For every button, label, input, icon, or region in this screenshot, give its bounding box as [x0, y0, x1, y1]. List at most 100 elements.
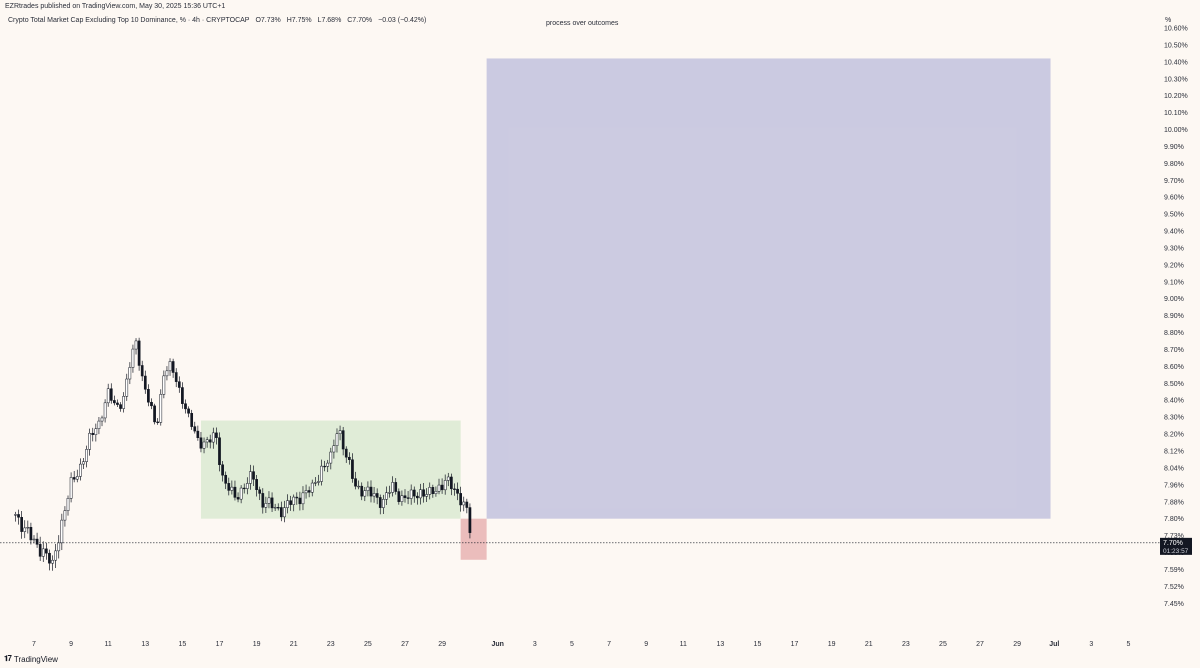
candle	[184, 399, 187, 414]
price-tick-label: 8.12%	[1164, 449, 1184, 456]
target-box[interactable]	[486, 58, 1051, 519]
candle	[332, 439, 336, 459]
candle	[329, 447, 333, 470]
candle	[233, 480, 237, 501]
price-tick-label: 10.00%	[1164, 127, 1188, 134]
candle	[348, 452, 351, 465]
ohlc-low: L7.68%	[317, 17, 342, 24]
tradingview-logo[interactable]: 𝟏7 TradingView	[4, 654, 58, 664]
last-price-value: 7.70%	[1163, 540, 1183, 547]
candle	[465, 498, 469, 514]
candle	[416, 492, 419, 505]
candle	[85, 445, 88, 468]
candle	[323, 460, 326, 472]
price-tick-label: 8.90%	[1164, 313, 1184, 320]
candle	[258, 486, 262, 501]
candle	[159, 389, 163, 426]
candle	[428, 482, 432, 500]
candle	[94, 423, 98, 442]
time-tick-label: 9	[644, 641, 648, 648]
price-tick-label: 9.10%	[1164, 279, 1184, 286]
candle	[143, 370, 147, 394]
candle	[14, 511, 17, 522]
candle	[434, 486, 438, 497]
price-tick-label: 9.60%	[1164, 195, 1184, 202]
ohlc-change: −0.03 (−0.42%)	[378, 17, 427, 24]
candle	[38, 536, 42, 561]
candle	[286, 494, 289, 514]
candle	[97, 417, 101, 435]
candle	[249, 464, 252, 490]
candle	[72, 470, 76, 483]
price-tick-label: 8.50%	[1164, 381, 1184, 388]
range-box[interactable]	[200, 420, 461, 519]
candle	[236, 492, 240, 503]
candle	[63, 506, 67, 527]
candle	[273, 503, 277, 511]
price-tick-label: 7.73%	[1164, 533, 1184, 540]
candle	[326, 459, 330, 473]
price-tick-label: 8.04%	[1164, 465, 1184, 472]
candle	[446, 472, 450, 487]
candle	[255, 475, 258, 497]
candle	[242, 483, 246, 494]
time-tick-label: 13	[141, 641, 149, 648]
candle	[292, 494, 296, 512]
tradingview-logo-icon: 𝟏7	[4, 654, 12, 663]
candle	[412, 486, 416, 503]
candle	[462, 496, 466, 512]
candle	[313, 477, 317, 487]
candle	[357, 480, 360, 490]
time-tick-label: 5	[1126, 641, 1130, 648]
candle	[391, 476, 394, 497]
candle	[122, 392, 126, 413]
candle	[227, 477, 231, 496]
candle	[385, 486, 388, 506]
candle	[45, 542, 48, 560]
candle	[360, 482, 364, 501]
candle	[75, 469, 79, 483]
time-axis: 7 9 11 13 15 17 19 21 23 25 27 29 Jun 3 5 7 9 11 13 15 17 19 2…	[32, 641, 1130, 648]
time-tick-label: 21	[290, 641, 298, 648]
time-tick-label: 29	[1013, 641, 1021, 648]
candle	[106, 383, 110, 407]
price-tick-label: 9.20%	[1164, 262, 1184, 269]
candle	[79, 458, 82, 481]
stop-box[interactable]	[460, 518, 487, 560]
last-price-label: 7.70%01:23:57	[1160, 537, 1192, 555]
candle	[338, 425, 342, 441]
candle	[215, 427, 218, 445]
candle	[165, 366, 169, 381]
price-tick-label: 10.50%	[1164, 42, 1188, 49]
candle	[270, 492, 274, 512]
candle	[103, 399, 107, 423]
candle	[375, 488, 379, 505]
attribution-text: EZRtrades published on TradingView.com, …	[5, 3, 226, 10]
candle	[150, 398, 153, 410]
candle	[422, 482, 425, 503]
candle	[468, 503, 472, 539]
candle	[419, 483, 422, 505]
price-tick-label: 10.30%	[1164, 76, 1188, 83]
candle	[32, 535, 36, 544]
time-tick-label: 11	[105, 641, 112, 648]
candle	[366, 481, 370, 497]
price-tick-label: 10.40%	[1164, 59, 1188, 66]
time-tick-label: 25	[364, 641, 372, 648]
price-tick-label: 10.20%	[1164, 93, 1188, 100]
time-tick-label: 23	[327, 641, 335, 648]
price-tick-label: 7.52%	[1164, 584, 1184, 591]
candle	[193, 421, 197, 434]
ohlc-open: O7.73%	[255, 17, 281, 24]
candle	[298, 491, 302, 511]
candle	[239, 485, 243, 504]
candle	[245, 477, 249, 495]
candle	[363, 486, 367, 502]
time-tick-label: 3	[1089, 641, 1093, 648]
price-tick-label: 8.40%	[1164, 398, 1184, 405]
candle	[425, 488, 428, 503]
candle	[202, 437, 206, 454]
price-tick-label: 9.00%	[1164, 296, 1184, 303]
time-tick-label: 7	[607, 641, 611, 648]
